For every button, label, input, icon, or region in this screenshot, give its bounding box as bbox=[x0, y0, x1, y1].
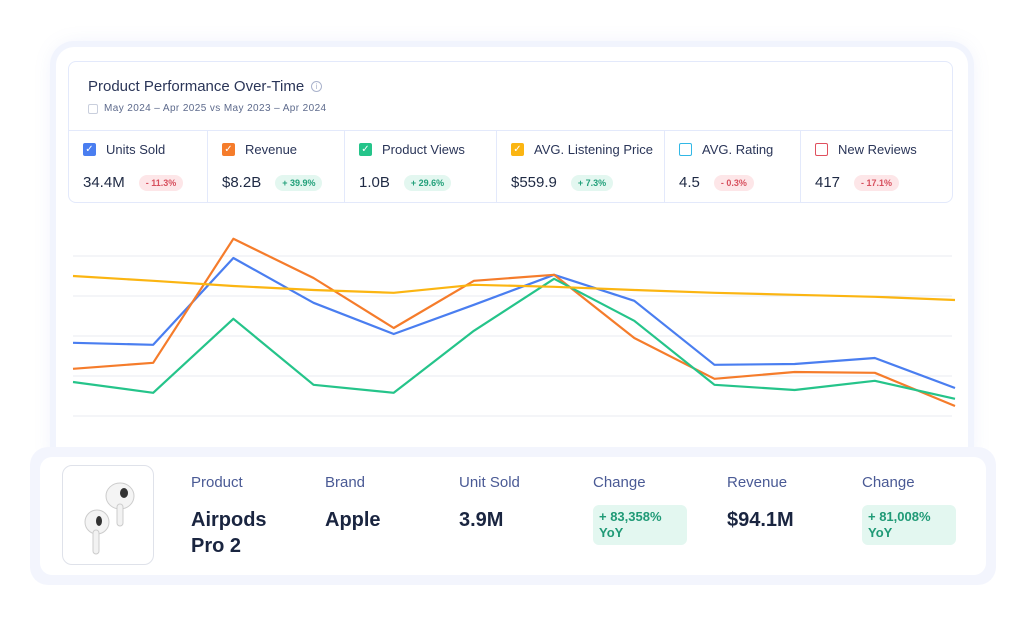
checkbox-icon[interactable] bbox=[815, 143, 828, 156]
revenue-change-column: Change + 81,008% YoY bbox=[862, 474, 956, 545]
metric-label: New Reviews bbox=[815, 142, 917, 157]
series-line-units-sold bbox=[72, 256, 956, 390]
metrics-row: ✓ Units Sold 34.4M - 11.3% ✓ Revenue $8.2B + … bbox=[69, 130, 952, 203]
calendar-icon bbox=[88, 103, 98, 114]
metric-revenue[interactable]: ✓ Revenue $8.2B + 39.9% bbox=[208, 131, 345, 203]
revenue-value: $94.1M bbox=[727, 509, 794, 531]
metric-value-row: 34.4M - 11.3% bbox=[83, 174, 184, 191]
metric-label-text: Product Views bbox=[382, 142, 465, 157]
change-badge: + 7.3% bbox=[570, 174, 614, 191]
metric-value-row: 4.5 - 0.3% bbox=[679, 174, 754, 191]
change-badge: - 11.3% bbox=[138, 174, 184, 191]
metric-value: 1.0B bbox=[359, 174, 390, 191]
checkbox-icon[interactable]: ✓ bbox=[222, 143, 235, 156]
metric-value: 34.4M bbox=[83, 174, 125, 191]
units-change-badge: + 83,358% YoY bbox=[593, 505, 687, 545]
airpods-icon bbox=[84, 482, 135, 555]
metric-label: ✓ Revenue bbox=[222, 142, 297, 157]
metric-label-text: AVG. Rating bbox=[702, 142, 774, 157]
metric-label: ✓ Units Sold bbox=[83, 142, 165, 157]
checkbox-icon[interactable]: ✓ bbox=[83, 143, 96, 156]
metrics-panel: Product Performance Over-Time i May 2024 … bbox=[68, 61, 953, 203]
metric-value: $8.2B bbox=[222, 174, 262, 191]
units-column: Unit Sold 3.9M bbox=[459, 474, 520, 533]
metric-value: 4.5 bbox=[679, 174, 700, 191]
metric-value: 417 bbox=[815, 174, 841, 191]
units-change-header: Change bbox=[593, 474, 646, 491]
series-line-product-views bbox=[72, 277, 956, 400]
change-badge: - 0.3% bbox=[713, 174, 754, 191]
revenue-column: Revenue $94.1M bbox=[727, 474, 794, 533]
info-icon[interactable]: i bbox=[311, 81, 323, 92]
brand-column: Brand Apple bbox=[325, 474, 381, 533]
change-badge: + 39.9% bbox=[275, 174, 323, 191]
metric-label: ✓ AVG. Listening Price bbox=[511, 142, 653, 157]
revenue-change-badge: + 81,008% YoY bbox=[862, 505, 956, 545]
product-summary-card bbox=[40, 457, 986, 575]
change-badge: - 17.1% bbox=[854, 174, 900, 191]
product-image bbox=[62, 465, 154, 565]
units-change-column: Change + 83,358% YoY bbox=[593, 474, 687, 545]
checkbox-icon[interactable]: ✓ bbox=[359, 143, 372, 156]
checkbox-icon[interactable]: ✓ bbox=[511, 143, 524, 156]
units-value: 3.9M bbox=[459, 509, 504, 531]
revenue-change-header: Change bbox=[862, 474, 915, 491]
date-range-text: May 2024 – Apr 2025 vs May 2023 – Apr 20… bbox=[104, 103, 327, 114]
metric-value-row: 417 - 17.1% bbox=[815, 174, 900, 191]
metric-product-views[interactable]: ✓ Product Views 1.0B + 29.6% bbox=[345, 131, 497, 203]
metric-units-sold[interactable]: ✓ Units Sold 34.4M - 11.3% bbox=[69, 131, 208, 203]
revenue-header: Revenue bbox=[727, 474, 788, 491]
change-badge: + 29.6% bbox=[403, 174, 452, 191]
metric-value-row: $559.9 + 7.3% bbox=[511, 174, 614, 191]
metric-label-text: Units Sold bbox=[106, 142, 166, 157]
page-title: Product Performance Over-Time i bbox=[88, 78, 323, 95]
brand-value: Apple bbox=[325, 509, 381, 531]
metric-label-text: AVG. Listening Price bbox=[534, 142, 653, 157]
metric-label: ✓ Product Views bbox=[359, 142, 465, 157]
metric-new-reviews[interactable]: New Reviews 417 - 17.1% bbox=[801, 131, 938, 203]
metric-label-text: Revenue bbox=[245, 142, 298, 157]
brand-header: Brand bbox=[325, 474, 366, 491]
product-header: Product bbox=[191, 474, 243, 491]
metric-label-text: New Reviews bbox=[838, 142, 917, 157]
metric-avg-rating[interactable]: AVG. Rating 4.5 - 0.3% bbox=[665, 131, 801, 203]
date-range[interactable]: May 2024 – Apr 2025 vs May 2023 – Apr 20… bbox=[88, 103, 327, 114]
series-line-avg-listening-price bbox=[72, 274, 956, 302]
metric-avg-listening-price[interactable]: ✓ AVG. Listening Price $559.9 + 7.3% bbox=[497, 131, 665, 203]
units-header: Unit Sold bbox=[459, 474, 520, 491]
title-text: Product Performance Over-Time bbox=[88, 78, 305, 95]
checkbox-icon[interactable] bbox=[679, 143, 692, 156]
metric-label: AVG. Rating bbox=[679, 142, 773, 157]
series-line-revenue bbox=[72, 237, 956, 408]
metric-value-row: 1.0B + 29.6% bbox=[359, 174, 452, 191]
product-name: Airpods Pro 2 bbox=[191, 509, 267, 557]
product-column: Product Airpods Pro 2 bbox=[191, 474, 291, 559]
metric-value-row: $8.2B + 39.9% bbox=[222, 174, 323, 191]
metric-value: $559.9 bbox=[511, 174, 557, 191]
